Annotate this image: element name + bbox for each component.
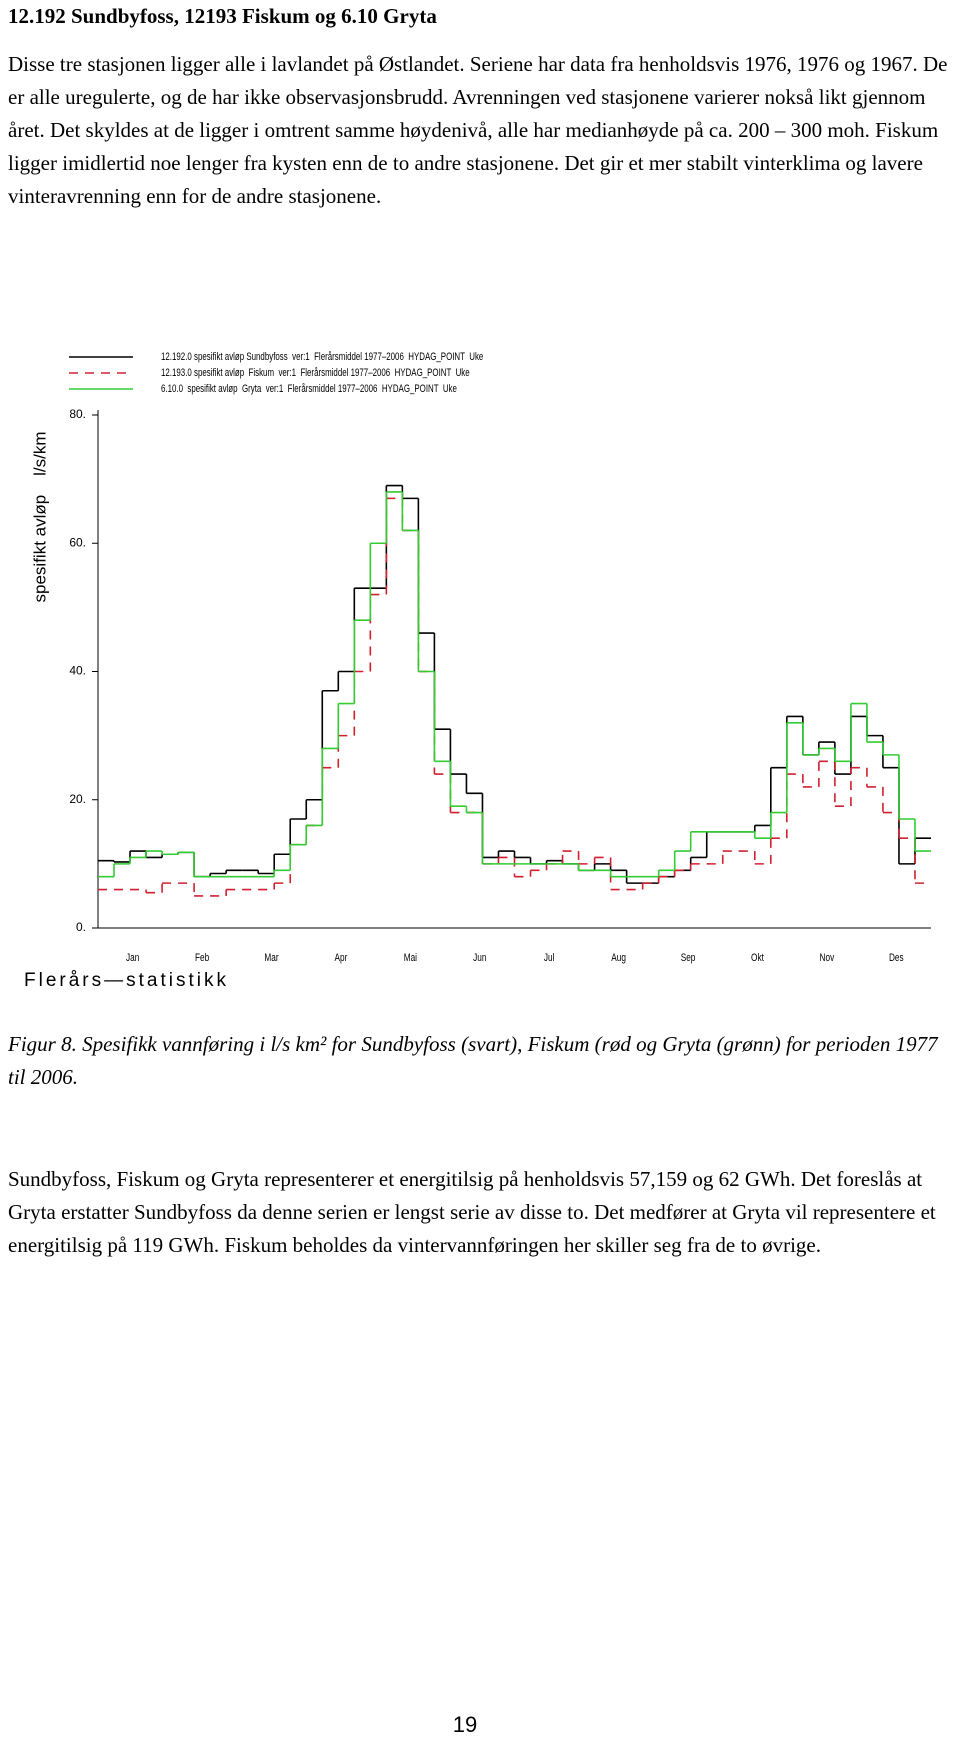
x-tick-label: Feb xyxy=(195,952,209,964)
x-tick-label: Mar xyxy=(264,952,279,964)
x-tick-label: Jun xyxy=(473,952,486,964)
x-tick-label: Mai xyxy=(404,952,417,964)
heading: 12.192 Sundbyfoss, 12193 Fiskum og 6.10 … xyxy=(8,4,437,28)
paragraph: Disse tre stasjonen ligger alle i lavlan… xyxy=(8,52,948,208)
x-tick-label: Sep xyxy=(681,952,696,964)
x-tick-label: Apr xyxy=(335,952,348,964)
page-number: 19 xyxy=(452,1712,478,1737)
legend-label: 12.192.0 spesifikt avløp Sundbyfoss ver:… xyxy=(161,351,483,364)
y-tick-label: 40. xyxy=(69,664,86,678)
y-tick-label: 60. xyxy=(69,535,86,549)
figure-caption: Figur 8. Spesifikk vannføring i l/s km² … xyxy=(8,1032,938,1089)
legend-label: 6.10.0 spesifikt avløp Gryta ver:1 Flerå… xyxy=(161,383,457,396)
y-tick-label: 0. xyxy=(76,920,86,934)
y-tick-label: 80. xyxy=(69,407,86,421)
legend-label: 12.193.0 spesifikt avløp Fiskum ver:1 Fl… xyxy=(161,367,470,380)
x-tick-label: Aug xyxy=(611,952,626,964)
y-axis-label: spesifikt avløp l/s/km xyxy=(30,432,49,603)
x-tick-label: Jan xyxy=(126,952,139,964)
y-tick-label: 20. xyxy=(69,792,86,806)
paragraph: Sundbyfoss, Fiskum og Gryta representere… xyxy=(8,1167,936,1257)
x-tick-label: Okt xyxy=(751,952,764,964)
chart: 0. 20. 40. 60. 80. Jan Feb Mar Apr Mai Jun Jul Aug Se… xyxy=(24,351,931,991)
x-tick-label: Nov xyxy=(820,952,835,964)
x-tick-label: Jul xyxy=(544,952,555,964)
chart-footer: Flerårs—statistikk xyxy=(24,970,229,991)
x-tick-label: Des xyxy=(889,952,904,964)
